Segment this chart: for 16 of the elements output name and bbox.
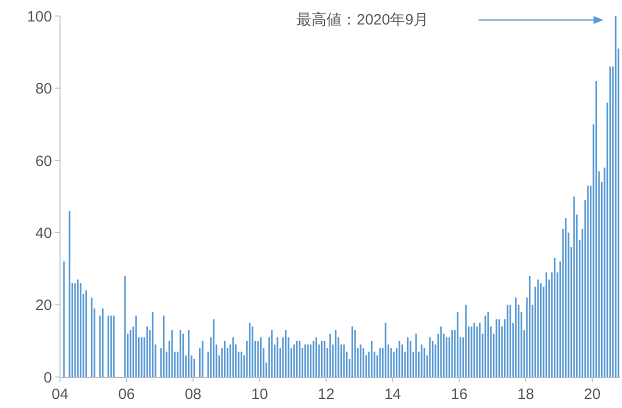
y-tick-label: 40: [35, 225, 52, 242]
annotation: 最高値：2020年9月: [296, 12, 428, 28]
x-tick-label: 06: [118, 386, 135, 403]
x-tick-label: 12: [318, 386, 334, 403]
x-tick-label: 08: [184, 386, 202, 403]
y-tick-label: 0: [44, 369, 52, 386]
x-tick-label: 16: [450, 386, 468, 403]
x-tick-label: 14: [384, 386, 402, 403]
y-tick-label: 100: [26, 8, 52, 26]
x-tick-label: 04: [52, 386, 68, 403]
y-tick-label: 60: [35, 152, 52, 170]
x-tick-label: 18: [517, 386, 534, 403]
y-tick-label: 80: [35, 80, 52, 98]
x-tick-label: 10: [251, 386, 268, 403]
x-tick-label: 20: [584, 386, 601, 403]
y-tick-label: 20: [35, 297, 52, 314]
